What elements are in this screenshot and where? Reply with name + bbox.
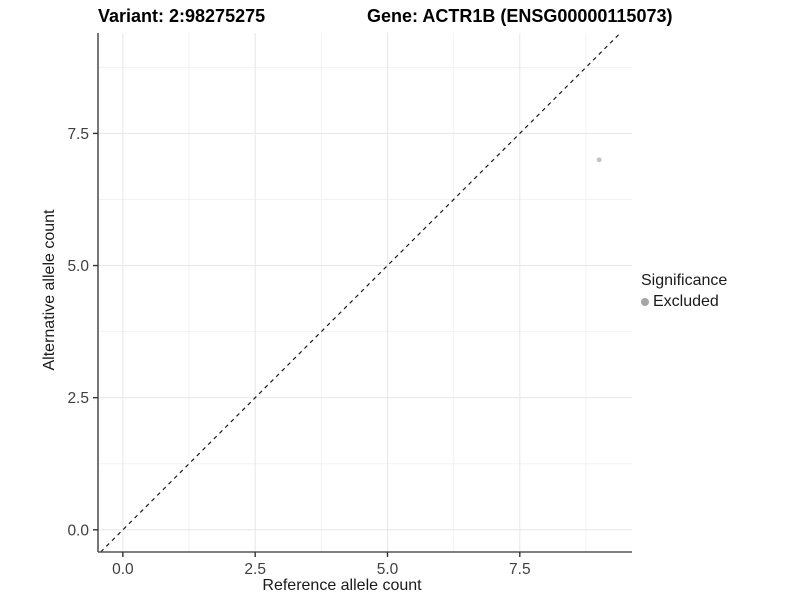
legend-key-dot xyxy=(641,298,649,306)
x-axis-title: Reference allele count xyxy=(262,577,422,594)
legend-item-excluded: Excluded xyxy=(641,293,727,311)
y-tick-label: 5.0 xyxy=(67,258,89,275)
gene-title: Gene: ACTR1B (ENSG00000115073) xyxy=(367,6,673,26)
legend-title: Significance xyxy=(641,272,728,289)
x-tick-label: 2.5 xyxy=(244,561,266,578)
legend-item-label: Excluded xyxy=(653,293,719,310)
x-tick-label: 0.0 xyxy=(112,561,134,578)
data-point xyxy=(596,157,602,163)
x-tick-label: 7.5 xyxy=(509,561,531,578)
legend: Significance Excluded xyxy=(641,272,727,311)
variant-title: Variant: 2:98275275 xyxy=(98,6,266,26)
y-tick-label: 2.5 xyxy=(67,390,89,407)
y-tick-label: 0.0 xyxy=(67,522,89,539)
y-axis-title: Alternative allele count xyxy=(41,209,58,371)
identity-line xyxy=(100,32,621,553)
x-tick-label: 5.0 xyxy=(377,561,399,578)
y-tick-label: 7.5 xyxy=(67,126,89,143)
